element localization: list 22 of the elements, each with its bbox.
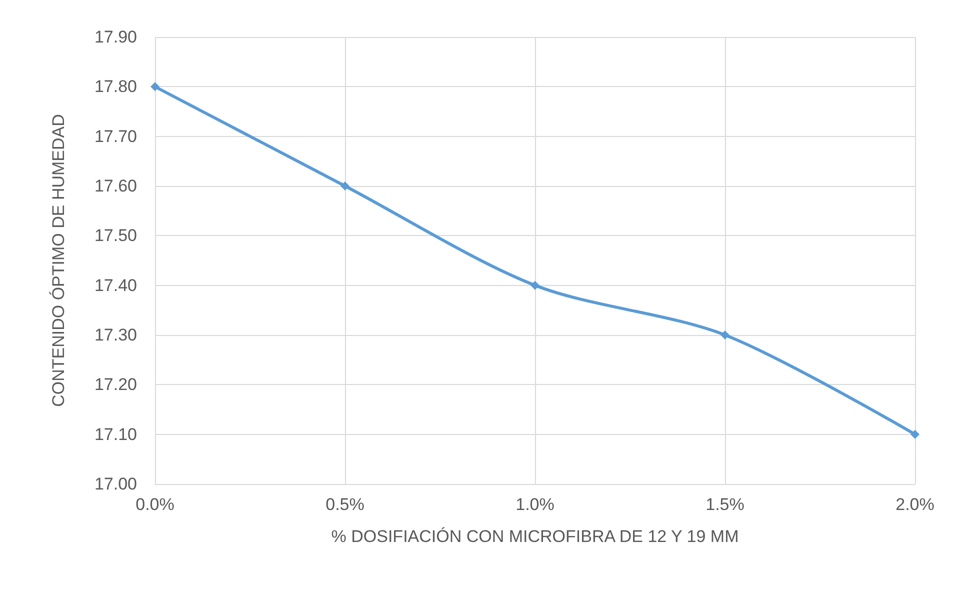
x-tick-label: 2.0% [896,495,934,514]
x-tick-label: 1.0% [516,495,554,514]
x-axis-title: % DOSIFIACIÓN CON MICROFIBRA DE 12 Y 19 MM [331,527,739,546]
y-tick-label: 17.80 [94,77,137,96]
y-tick-label: 17.20 [94,375,137,394]
y-tick-label: 17.90 [94,28,137,46]
y-tick-label: 17.60 [94,176,137,196]
point [150,82,160,92]
y-tick-label: 17.50 [94,226,137,246]
y-tick-label: 17.70 [94,126,137,146]
x-tick-label: 0.5% [326,495,364,514]
x-tick-label: 0.0% [136,495,174,514]
y-tick-label: 17.40 [94,276,137,295]
y-axis-title: CONTENIDO ÓPTIMO DE HUMEDAD [49,114,68,407]
point [340,182,350,190]
point [530,280,540,290]
y-tick-label: 17.00 [94,474,137,494]
y-tick-label: 17.10 [94,424,137,444]
point [720,330,730,340]
y-tick-label: 17.30 [94,326,137,344]
x-tick-label: 1.5% [706,495,744,514]
point [910,430,920,439]
